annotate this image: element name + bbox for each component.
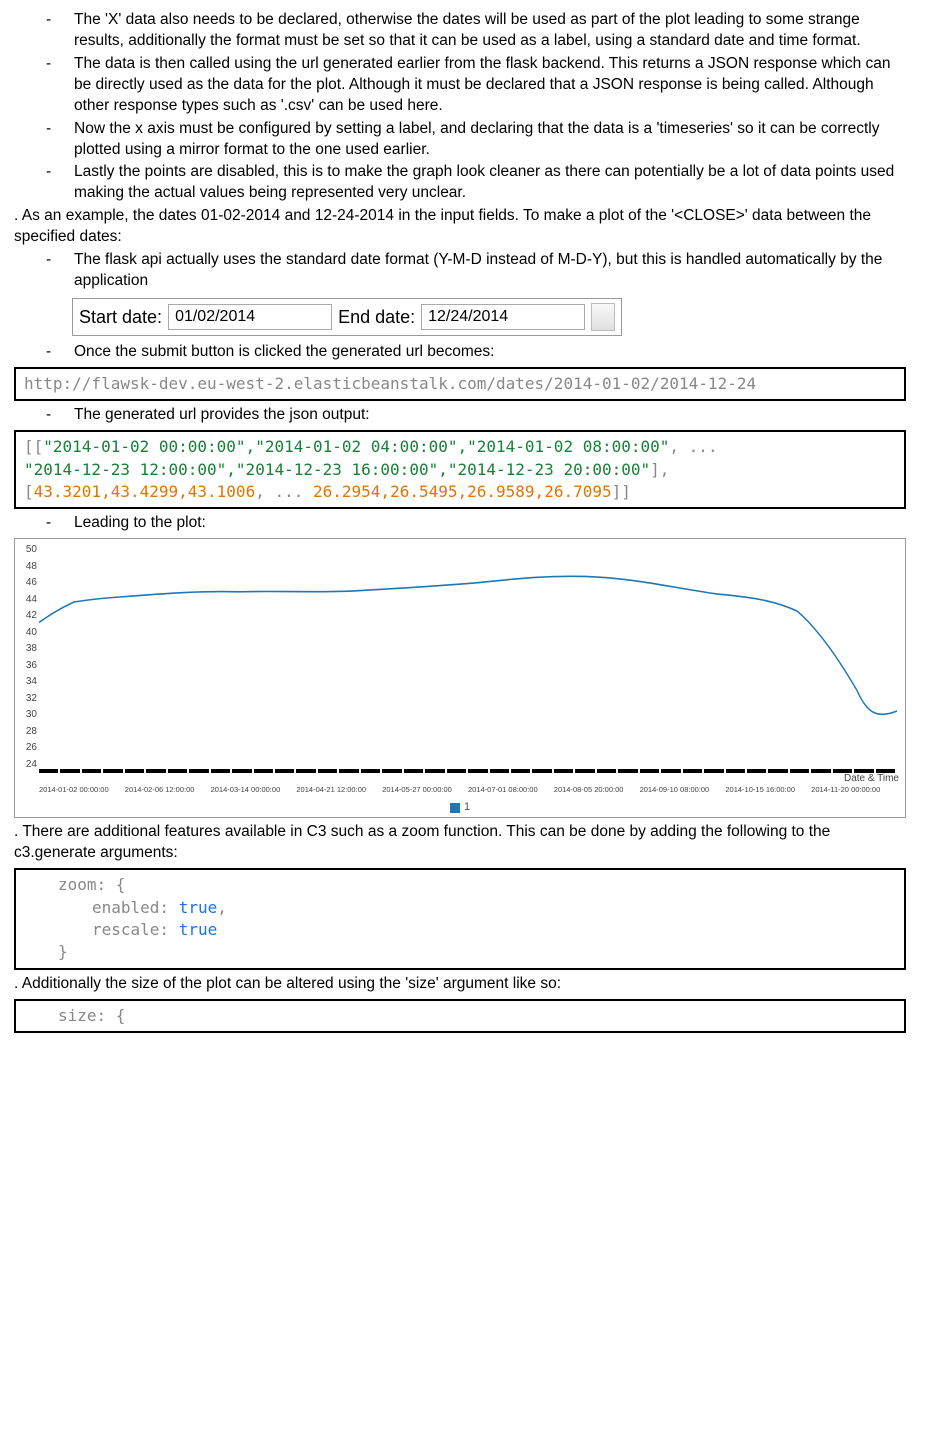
bullet-item: The data is then called using the url ge… bbox=[14, 54, 906, 117]
json-code-block: [["2014-01-02 00:00:00","2014-01-02 04:0… bbox=[14, 430, 906, 509]
chart-legend: 1 bbox=[15, 800, 905, 815]
x-tick: 2014-01-02 00:00:00 bbox=[39, 785, 125, 795]
code-line: size: { bbox=[24, 1005, 896, 1027]
y-tick: 46 bbox=[19, 576, 37, 590]
date-form: Start date: End date: bbox=[72, 298, 622, 336]
json-dates-1: "2014-01-02 00:00:00","2014-01-02 04:00:… bbox=[43, 437, 669, 456]
y-tick: 30 bbox=[19, 708, 37, 722]
x-axis-label: Date & Time bbox=[844, 772, 899, 786]
line-path-svg bbox=[39, 543, 897, 770]
x-tick-bar bbox=[39, 769, 897, 775]
x-tick: 2014-10-15 16:00:00 bbox=[725, 785, 811, 795]
code-line: } bbox=[24, 941, 896, 963]
bullet-item: Lastly the points are disabled, this is … bbox=[14, 162, 906, 204]
bullet-item: The flask api actually uses the standard… bbox=[14, 250, 906, 292]
end-date-label: End date: bbox=[338, 305, 415, 329]
json-dates-2: "2014-12-23 12:00:00","2014-12-23 16:00:… bbox=[24, 460, 650, 479]
url-code-block: http://flawsk-dev.eu-west-2.elasticbeans… bbox=[14, 367, 906, 401]
bullet-item: Once the submit button is clicked the ge… bbox=[14, 342, 906, 363]
y-tick: 40 bbox=[19, 626, 37, 640]
bullet-item: Now the x axis must be configured by set… bbox=[14, 119, 906, 161]
json-vals-2: 26.2954,26.5495,26.9589,26.7095 bbox=[313, 482, 612, 501]
legend-label: 1 bbox=[464, 801, 470, 813]
plot-bullet-list: Leading to the plot: bbox=[14, 513, 906, 534]
code-line: enabled: true, bbox=[24, 897, 896, 919]
flask-bullet-list: The flask api actually uses the standard… bbox=[14, 250, 906, 292]
example-paragraph: . As an example, the dates 01-02-2014 an… bbox=[14, 206, 906, 248]
start-date-label: Start date: bbox=[79, 305, 162, 329]
y-tick: 48 bbox=[19, 560, 37, 574]
y-tick: 34 bbox=[19, 675, 37, 689]
plot-area bbox=[39, 543, 897, 771]
intro-bullet-list: The 'X' data also needs to be declared, … bbox=[14, 10, 906, 204]
code-line: zoom: { bbox=[24, 874, 896, 896]
y-tick: 50 bbox=[19, 543, 37, 557]
x-tick: 2014-05-27 00:00:00 bbox=[382, 785, 468, 795]
submit-bullet-list: Once the submit button is clicked the ge… bbox=[14, 342, 906, 363]
x-tick: 2014-09-10 08:00:00 bbox=[640, 785, 726, 795]
zoom-paragraph: . There are additional features availabl… bbox=[14, 822, 906, 864]
x-tick: 2014-08-05 20:00:00 bbox=[554, 785, 640, 795]
y-tick: 42 bbox=[19, 609, 37, 623]
submit-button[interactable] bbox=[591, 303, 615, 331]
y-tick: 36 bbox=[19, 659, 37, 673]
size-paragraph: . Additionally the size of the plot can … bbox=[14, 974, 906, 995]
x-tick: 2014-02-06 12:00:00 bbox=[125, 785, 211, 795]
y-tick: 28 bbox=[19, 725, 37, 739]
line-chart: 50 48 46 44 42 40 38 36 34 32 30 28 26 2… bbox=[14, 538, 906, 818]
bullet-item: The generated url provides the json outp… bbox=[14, 405, 906, 426]
legend-swatch bbox=[450, 803, 460, 813]
line-path bbox=[39, 577, 897, 715]
start-date-input[interactable] bbox=[168, 304, 332, 330]
size-code-block: size: { bbox=[14, 999, 906, 1033]
code-line: rescale: true bbox=[24, 919, 896, 941]
y-tick: 26 bbox=[19, 741, 37, 755]
zoom-code-block: zoom: { enabled: true, rescale: true } bbox=[14, 868, 906, 970]
json-bullet-list: The generated url provides the json outp… bbox=[14, 405, 906, 426]
y-tick: 24 bbox=[19, 758, 37, 772]
json-vals-1: 43.3201,43.4299,43.1006 bbox=[34, 482, 256, 501]
url-text: http://flawsk-dev.eu-west-2.elasticbeans… bbox=[24, 374, 756, 393]
y-tick: 38 bbox=[19, 642, 37, 656]
bullet-item: The 'X' data also needs to be declared, … bbox=[14, 10, 906, 52]
y-tick: 44 bbox=[19, 593, 37, 607]
y-tick: 32 bbox=[19, 692, 37, 706]
end-date-input[interactable] bbox=[421, 304, 585, 330]
x-tick: 2014-11-20 00:00:00 bbox=[811, 785, 897, 795]
x-tick: 2014-04-21 12:00:00 bbox=[296, 785, 382, 795]
x-axis-ticks: 2014-01-02 00:00:00 2014-02-06 12:00:00 … bbox=[39, 785, 897, 795]
bullet-item: Leading to the plot: bbox=[14, 513, 906, 534]
x-tick: 2014-03-14 00:00:00 bbox=[211, 785, 297, 795]
x-tick: 2014-07-01 08:00:00 bbox=[468, 785, 554, 795]
y-axis: 50 48 46 44 42 40 38 36 34 32 30 28 26 2… bbox=[19, 543, 37, 771]
